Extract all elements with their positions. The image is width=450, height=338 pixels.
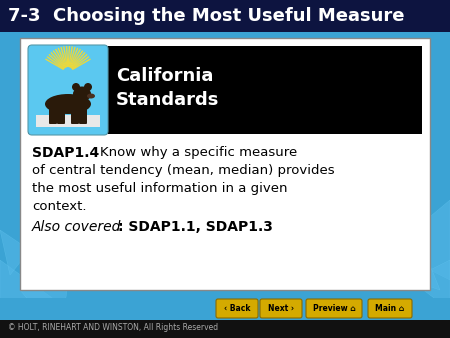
Polygon shape xyxy=(390,200,450,280)
FancyBboxPatch shape xyxy=(20,38,430,290)
FancyBboxPatch shape xyxy=(306,299,362,318)
Bar xyxy=(0,0,450,32)
Circle shape xyxy=(84,83,92,91)
FancyBboxPatch shape xyxy=(57,108,65,124)
FancyBboxPatch shape xyxy=(368,299,412,318)
Text: Preview ⌂: Preview ⌂ xyxy=(313,304,356,313)
Text: ‹ Back: ‹ Back xyxy=(224,304,250,313)
Text: Main ⌂: Main ⌂ xyxy=(375,304,405,313)
Ellipse shape xyxy=(45,94,91,114)
Text: Next ›: Next › xyxy=(268,304,294,313)
Text: California: California xyxy=(116,67,213,85)
Text: : SDAP1.1, SDAP1.3: : SDAP1.1, SDAP1.3 xyxy=(118,220,273,234)
Text: context.: context. xyxy=(32,200,86,213)
Text: the most useful information in a given: the most useful information in a given xyxy=(32,182,288,195)
Text: Also covered: Also covered xyxy=(32,220,122,234)
FancyBboxPatch shape xyxy=(260,299,302,318)
Polygon shape xyxy=(0,260,55,338)
Polygon shape xyxy=(350,240,440,290)
Polygon shape xyxy=(0,230,30,275)
Ellipse shape xyxy=(73,87,91,101)
Bar xyxy=(0,318,450,338)
Text: Standards: Standards xyxy=(116,91,220,109)
Text: of central tendency (mean, median) provides: of central tendency (mean, median) provi… xyxy=(32,164,335,177)
Polygon shape xyxy=(20,270,70,338)
Ellipse shape xyxy=(87,94,95,98)
Text: Know why a specific measure: Know why a specific measure xyxy=(100,146,297,159)
Polygon shape xyxy=(410,260,450,310)
Text: SDAP1.4: SDAP1.4 xyxy=(32,146,99,160)
FancyBboxPatch shape xyxy=(79,108,87,124)
Bar xyxy=(28,46,422,134)
FancyBboxPatch shape xyxy=(216,299,258,318)
Text: © HOLT, RINEHART AND WINSTON, All Rights Reserved: © HOLT, RINEHART AND WINSTON, All Rights… xyxy=(8,323,218,333)
Text: 7-3  Choosing the Most Useful Measure: 7-3 Choosing the Most Useful Measure xyxy=(8,7,405,25)
Bar xyxy=(36,115,100,127)
Circle shape xyxy=(72,83,80,91)
FancyBboxPatch shape xyxy=(28,45,108,135)
Bar xyxy=(0,298,450,320)
FancyBboxPatch shape xyxy=(71,108,79,124)
FancyBboxPatch shape xyxy=(49,108,57,124)
